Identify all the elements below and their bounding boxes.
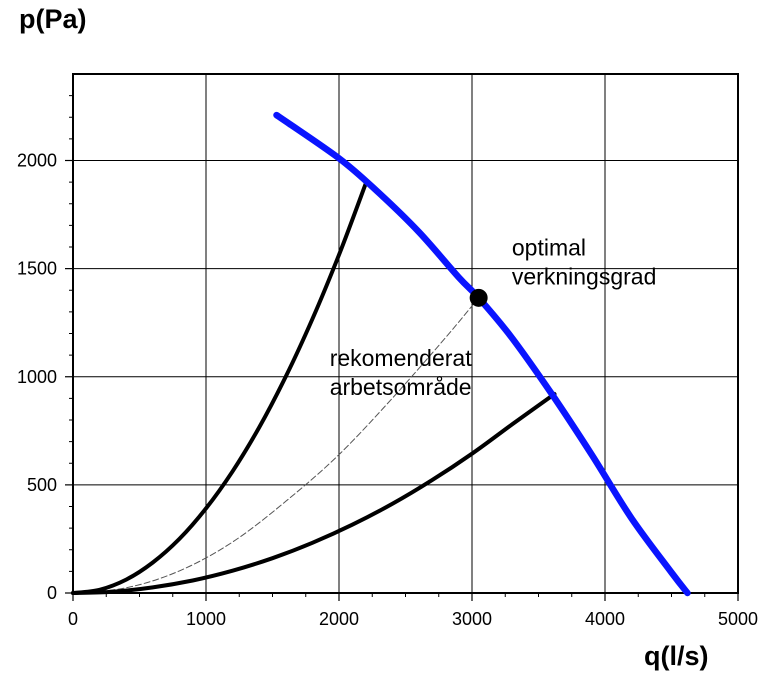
x-tick-label: 3000: [452, 609, 492, 629]
system-curve: [71, 392, 557, 595]
y-tick-label: 0: [47, 583, 57, 603]
y-tick-label: 1500: [17, 259, 57, 279]
y-axis-label: p(Pa): [19, 4, 87, 34]
fan-curve: [273, 111, 691, 597]
y-tick-label: 1000: [17, 367, 57, 387]
x-tick-label: 2000: [319, 609, 359, 629]
annotation-text: optimal: [512, 235, 586, 261]
optimal-efficiency-point: [469, 288, 488, 307]
annotation-text: rekomenderat: [330, 345, 473, 371]
x-tick-label: 5000: [718, 609, 758, 629]
y-tick-label: 2000: [17, 151, 57, 171]
x-tick-label: 1000: [186, 609, 226, 629]
dashed-optimal-system-curve: [72, 297, 480, 594]
x-tick-label: 0: [68, 609, 78, 629]
annotation-text: arbetsområde: [330, 374, 472, 400]
x-tick-label: 4000: [585, 609, 625, 629]
system-curve: [71, 181, 368, 595]
y-tick-label: 500: [27, 475, 57, 495]
plot-frame: [72, 73, 739, 594]
annotation-text: verkningsgrad: [512, 264, 656, 290]
x-axis-label: q(l/s): [644, 641, 709, 671]
